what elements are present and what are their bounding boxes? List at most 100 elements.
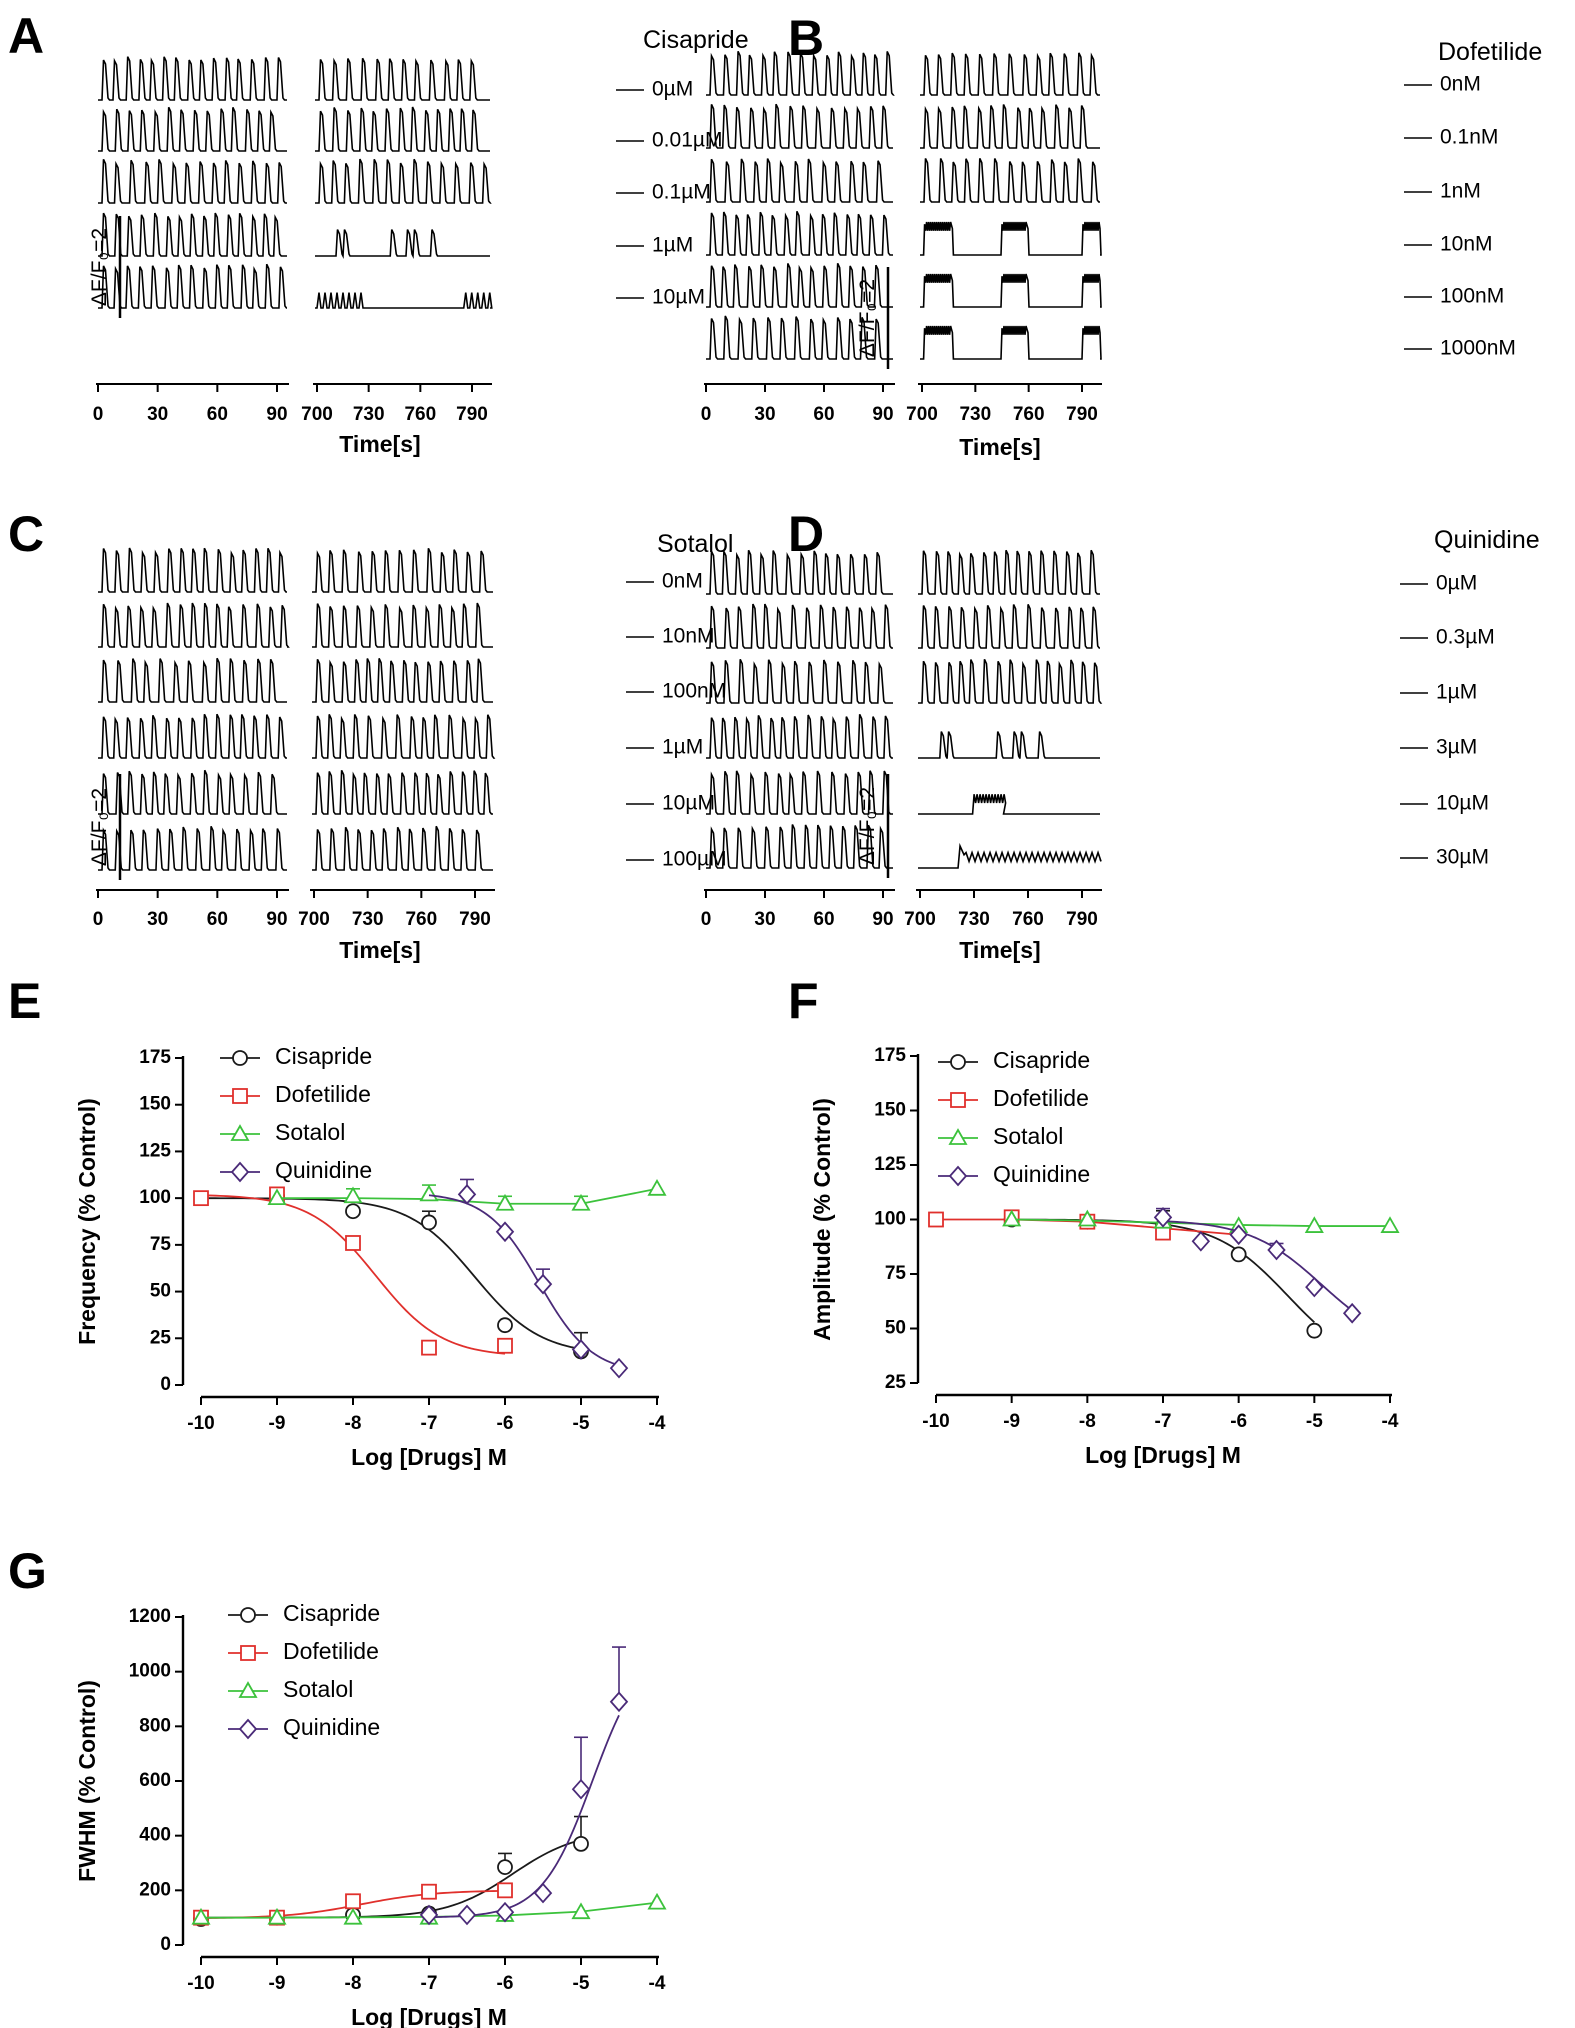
x-tick-label: 30 <box>754 404 775 425</box>
y-tick-label: 175 <box>874 1045 906 1066</box>
legend-label: Dofetilide <box>283 1638 379 1664</box>
trace-panel-A: A Cisapride 0µM 0.01µM 0.1µM 1µM 10µM 0 30 60 90 70… <box>8 8 749 457</box>
data-point <box>1305 1276 1324 1298</box>
data-point <box>571 1339 591 1360</box>
y-axis-title: Amplitude (% Control) <box>809 1098 835 1341</box>
panel-label: C <box>8 506 44 562</box>
trace-left <box>706 603 893 649</box>
x-tick-label: 30 <box>754 909 775 930</box>
x-axis-title: Time[s] <box>339 937 420 963</box>
data-point <box>345 1893 361 1910</box>
legend-label: Cisapride <box>275 1043 372 1069</box>
y-tick-label: 175 <box>139 1047 171 1068</box>
scale-label: ΔF/F₀=2 <box>856 787 879 865</box>
x-tick-label: 60 <box>813 404 834 425</box>
trace-right <box>920 221 1102 256</box>
x-axis-title: Log [Drugs] M <box>351 1444 507 1470</box>
legend-label: Cisapride <box>993 1047 1090 1073</box>
trace-right <box>315 158 492 204</box>
legend-label: Sotalol <box>275 1119 345 1145</box>
trace-left <box>706 51 895 96</box>
trace-left <box>706 770 893 815</box>
x-tick-label: 760 <box>1013 404 1045 425</box>
data-point <box>230 1124 250 1141</box>
data-point <box>950 1092 966 1108</box>
trace-left <box>98 158 287 204</box>
data-point <box>457 1184 477 1205</box>
fit-curve <box>200 1197 582 1350</box>
trace-right <box>312 602 493 648</box>
concentration-label: 1µM <box>652 234 693 257</box>
concentration-label: 10µM <box>652 286 705 309</box>
y-tick-label: 125 <box>874 1154 906 1175</box>
concentration-label: 0.1µM <box>652 181 711 204</box>
concentration-label: 1000nM <box>1440 337 1516 360</box>
x-tick-label: 790 <box>456 404 488 425</box>
series-cisapride <box>200 1188 589 1360</box>
data-point <box>232 1088 248 1104</box>
data-point <box>1229 1224 1248 1246</box>
legend-item-quinidine: Quinidine <box>228 1714 380 1740</box>
trace-left <box>706 262 893 308</box>
legend-item-quinidine: Quinidine <box>220 1157 372 1183</box>
y-tick-label: 50 <box>885 1318 906 1339</box>
x-tick-label: -5 <box>573 1413 590 1434</box>
trace-right <box>312 714 496 759</box>
series-dofetilide <box>193 1186 513 1356</box>
x-tick-label: 730 <box>352 909 384 930</box>
data-point <box>457 1904 477 1926</box>
data-point <box>497 1337 513 1354</box>
x-tick-label: -4 <box>1382 1411 1399 1432</box>
y-tick-label: 0 <box>160 1374 171 1395</box>
concentration-label: 0.01µM <box>652 129 722 152</box>
legend-item-sotalol: Sotalol <box>228 1676 353 1702</box>
trace-left <box>706 158 893 203</box>
trace-left <box>98 106 287 152</box>
legend-label: Sotalol <box>283 1676 353 1702</box>
concentration-label: 3µM <box>1436 736 1477 759</box>
dose-response-panel-E: E 0 25 50 75 100 125 150 175 -10 -9 -8 -7 -6 -5 -4 Log [… <box>8 973 667 1470</box>
data-point <box>1230 1246 1247 1263</box>
trace-left <box>98 602 290 648</box>
x-tick-label: 760 <box>404 404 436 425</box>
data-point <box>1342 1302 1362 1324</box>
data-point <box>1191 1230 1211 1252</box>
fit-curve <box>200 1839 582 1919</box>
data-point <box>533 1882 553 1904</box>
data-point <box>230 1161 250 1183</box>
scale-label: ΔF/F₀=2 <box>88 788 111 866</box>
dose-response-panel-F: F 25 50 75 100 125 150 175 -10 -9 -8 -7 -6 -5 -4 Log [D… <box>788 973 1400 1468</box>
data-point <box>647 1892 667 1910</box>
concentration-label: 0µM <box>1436 572 1477 595</box>
panel-label: B <box>788 10 824 66</box>
x-tick-label: -9 <box>269 1973 286 1994</box>
trace-left <box>98 657 287 703</box>
panel-label: D <box>788 506 824 562</box>
series-cisapride <box>193 1815 589 1927</box>
x-tick-label: 90 <box>266 909 287 930</box>
x-tick-label: -8 <box>345 1413 362 1434</box>
data-point <box>240 1607 256 1623</box>
data-point <box>1304 1216 1324 1233</box>
data-point <box>497 1882 513 1899</box>
x-tick-label: -6 <box>497 1973 514 1994</box>
y-tick-label: 1000 <box>129 1661 171 1682</box>
scale-label: ΔF/F₀=2 <box>856 279 879 357</box>
concentration-label: 10nM <box>662 625 715 648</box>
y-tick-label: 200 <box>139 1879 171 1900</box>
x-tick-label: 730 <box>959 404 991 425</box>
data-point <box>1153 1206 1173 1228</box>
data-point <box>533 1273 553 1295</box>
x-tick-label: 0 <box>701 909 712 930</box>
data-point <box>238 1681 258 1698</box>
data-point <box>495 1193 515 1211</box>
x-tick-label: -6 <box>1230 1411 1247 1432</box>
data-point <box>1306 1322 1323 1339</box>
trace-right <box>315 57 490 101</box>
trace-left <box>98 547 287 593</box>
data-point <box>1002 1209 1022 1227</box>
x-tick-label: 790 <box>459 909 491 930</box>
x-tick-label: -6 <box>497 1413 514 1434</box>
x-tick-label: 60 <box>813 909 834 930</box>
